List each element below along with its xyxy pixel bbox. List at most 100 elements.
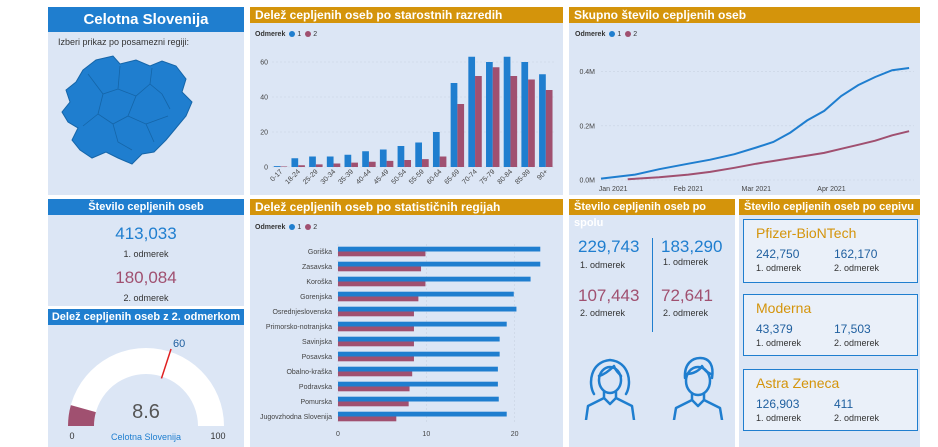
x-tick-label: 40-44 (355, 168, 373, 186)
region-chart-legend: Odmerek 1 2 (255, 224, 318, 231)
x-tick-label: 35-39 (337, 168, 355, 186)
bar-dose1 (397, 146, 405, 167)
total-line-chart: 0.0M 0.2M 0.4M Jan 2021 Feb 2021 Mar 2021 Apr … (579, 67, 914, 193)
bar-dose2 (475, 76, 482, 167)
female-dose1-value: 229,743 (578, 237, 640, 256)
x-tick-label: 80-84 (497, 168, 515, 186)
legend-dot-1 (609, 31, 616, 37)
astrazeneca-dose2-label: 2. odmerek (834, 413, 880, 423)
x-tick-label: 60-64 (426, 168, 444, 186)
moderna-dose1-label: 1. odmerek (756, 338, 802, 348)
pfizer-dose1-value: 242,750 (756, 247, 800, 261)
gauge-max-label: 100 (210, 431, 225, 441)
bar-dose1 (338, 381, 498, 387)
y-tick-label: Obalno-kraška (286, 369, 332, 376)
x-tick-label: 70-74 (461, 168, 479, 186)
gauge-track (68, 348, 224, 426)
bar-dose2 (457, 104, 465, 167)
bar-dose1 (338, 276, 531, 282)
y-tick-label: 60 (260, 60, 268, 67)
x-tick-label: 90+ (536, 168, 549, 181)
x-tick-label: Mar 2021 (741, 186, 771, 193)
gauge-target-marker (160, 348, 172, 379)
x-tick-label: 65-69 (444, 168, 462, 186)
bar-dose2 (338, 281, 426, 287)
bar-dose2 (386, 160, 394, 167)
bar-dose1 (338, 291, 514, 297)
bar-dose1 (450, 83, 458, 167)
x-tick-label: Jan 2021 (599, 186, 628, 193)
x-tick-label: 85-89 (514, 168, 532, 186)
female-dose2-value: 107,443 (578, 286, 640, 305)
bar-dose2 (338, 251, 426, 257)
second-dose-gauge: 60 8.6 0 100 Celotna Slovenija (68, 338, 226, 442)
bar-dose1 (338, 306, 517, 312)
male-dose2-value: 72,641 (661, 286, 713, 305)
gauge-value: 8.6 (132, 401, 160, 423)
y-tick-label: Goriška (308, 249, 332, 256)
bar-dose2 (404, 160, 412, 167)
y-tick-label: Posavska (302, 354, 332, 361)
y-tick-label: Primorsko-notranjska (266, 324, 332, 331)
bar-dose1 (338, 261, 541, 267)
bar-dose1 (338, 411, 507, 417)
y-tick-label: Pomurska (300, 399, 332, 406)
legend-dot-1 (289, 31, 296, 37)
vaccine-name-moderna: Moderna (756, 300, 812, 316)
y-tick-label: Zasavska (302, 264, 332, 271)
age-bar-chart: 0 20 40 60 0-17 18-24 25-29 30-34 35-39 40-44 45-4… (260, 56, 555, 186)
slovenia-map[interactable] (58, 54, 196, 170)
y-tick-label: 40 (260, 95, 268, 102)
bar-dose1 (486, 62, 493, 167)
male-dose1-value: 183,290 (661, 237, 723, 256)
y-tick-label: Osrednjeslovenska (272, 309, 332, 316)
y-tick-label: 0.4M (579, 69, 595, 76)
gender-divider (652, 238, 653, 332)
bar-dose2 (510, 76, 518, 167)
astrazeneca-dose1-label: 1. odmerek (756, 413, 802, 423)
gauge-region-label: Celotna Slovenija (111, 432, 181, 442)
legend-dot-1 (289, 224, 296, 230)
x-tick-label: Feb 2021 (674, 186, 704, 193)
vaccine-title: Število cepljenih oseb po cepivu (739, 199, 920, 215)
line-dose2 (627, 130, 910, 181)
vaccine-card-moderna[interactable] (743, 294, 918, 356)
gauge-title: Delež cepljenih oseb z 2. odmerkom (48, 309, 244, 325)
vaccine-card-astrazeneca[interactable] (743, 369, 918, 431)
bar-dose1 (273, 166, 281, 167)
region-title: Celotna Slovenija (48, 7, 244, 32)
line-dose1 (600, 67, 910, 180)
bar-dose1 (344, 154, 352, 167)
bar-dose2 (333, 163, 341, 167)
bar-dose2 (315, 164, 323, 167)
bar-dose2 (280, 166, 288, 167)
bar-dose2 (338, 386, 410, 392)
pfizer-dose2-value: 162,170 (834, 247, 878, 261)
vaccine-name-astrazeneca: Astra Zeneca (756, 375, 840, 391)
total-line-legend: Odmerek 1 2 (575, 31, 638, 38)
bar-dose1 (338, 321, 507, 327)
bar-dose1 (338, 246, 541, 252)
bar-dose2 (338, 371, 413, 377)
x-tick-label: 30-34 (320, 168, 338, 186)
total-dose1-label: 1. odmerek (123, 249, 169, 259)
bar-dose1 (338, 366, 498, 372)
vaccine-card-pfizer[interactable] (743, 219, 918, 283)
count-title: Število cepljenih oseb (48, 199, 244, 215)
region-bar-chart: 0 10 20 Goriška Zasavska Koroška Gorenjska Osre… (260, 244, 541, 438)
bar-dose1 (503, 56, 511, 167)
age-chart-title: Delež cepljenih oseb po starostnih razre… (250, 7, 563, 23)
gauge-fill (68, 405, 96, 426)
bar-dose1 (326, 156, 334, 167)
bar-dose2 (439, 156, 447, 167)
bar-dose1 (309, 156, 316, 167)
bar-dose2 (368, 161, 376, 167)
bar-dose1 (338, 396, 499, 402)
bar-dose2 (545, 90, 553, 167)
x-tick-label: 0 (336, 431, 340, 438)
x-tick-label: 25-29 (302, 168, 320, 186)
x-tick-label: 0-17 (269, 168, 284, 183)
male-dose2-label: 2. odmerek (663, 308, 709, 318)
moderna-dose2-value: 17,503 (834, 322, 871, 336)
gauge-target-label: 60 (173, 338, 185, 350)
